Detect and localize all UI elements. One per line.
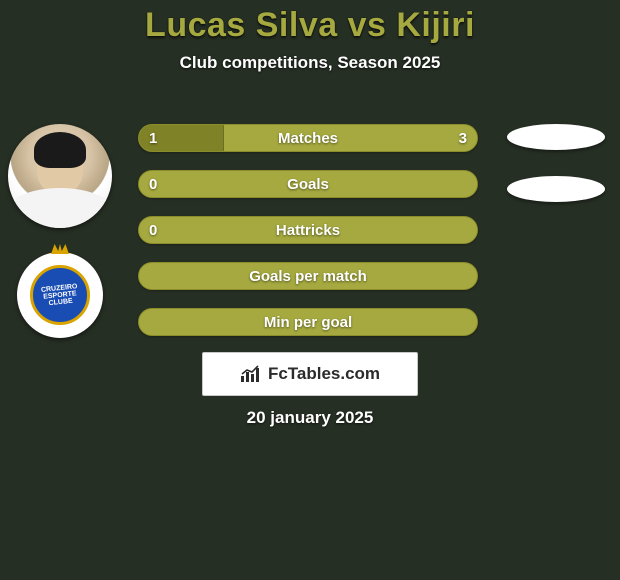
right-player-column [504, 124, 608, 228]
stat-bar-label: Min per goal [139, 309, 477, 335]
stat-bar: Hattricks0 [138, 216, 478, 244]
stat-bar-left-value: 1 [149, 125, 157, 151]
stat-bar: Goals per match [138, 262, 478, 290]
stat-bar: Goals0 [138, 170, 478, 198]
stat-bar-label: Matches [139, 125, 477, 151]
footer-date: 20 january 2025 [0, 408, 620, 428]
crest-inner: CRUZEIRO ESPORTE CLUBE [30, 265, 90, 325]
stat-bars: Matches13Goals0Hattricks0Goals per match… [138, 124, 478, 354]
watermark-badge: FcTables.com [202, 352, 418, 396]
stat-bar-right-value: 3 [459, 125, 467, 151]
crest-crown-icon [51, 244, 69, 254]
watermark-text: FcTables.com [268, 364, 380, 384]
player-photo [8, 124, 112, 228]
chart-icon [240, 365, 262, 383]
stat-bar: Min per goal [138, 308, 478, 336]
left-player-column: CRUZEIRO ESPORTE CLUBE [8, 124, 112, 338]
crest-text: CRUZEIRO ESPORTE CLUBE [32, 282, 88, 309]
club-crest: CRUZEIRO ESPORTE CLUBE [17, 252, 103, 338]
page-title: Lucas Silva vs Kijiri [0, 6, 620, 45]
comparison-card: Lucas Silva vs Kijiri Club competitions,… [0, 0, 620, 580]
stat-bar-label: Hattricks [139, 217, 477, 243]
stat-bar: Matches1 3 [138, 124, 478, 152]
page-subtitle: Club competitions, Season 2025 [0, 53, 620, 73]
stat-bar-label: Goals [139, 171, 477, 197]
player-photo-body [8, 188, 112, 228]
blank-ellipse [507, 176, 605, 202]
stat-bar-left-value: 0 [149, 171, 157, 197]
stat-bar-label: Goals per match [139, 263, 477, 289]
blank-ellipse [507, 124, 605, 150]
stat-bar-left-value: 0 [149, 217, 157, 243]
